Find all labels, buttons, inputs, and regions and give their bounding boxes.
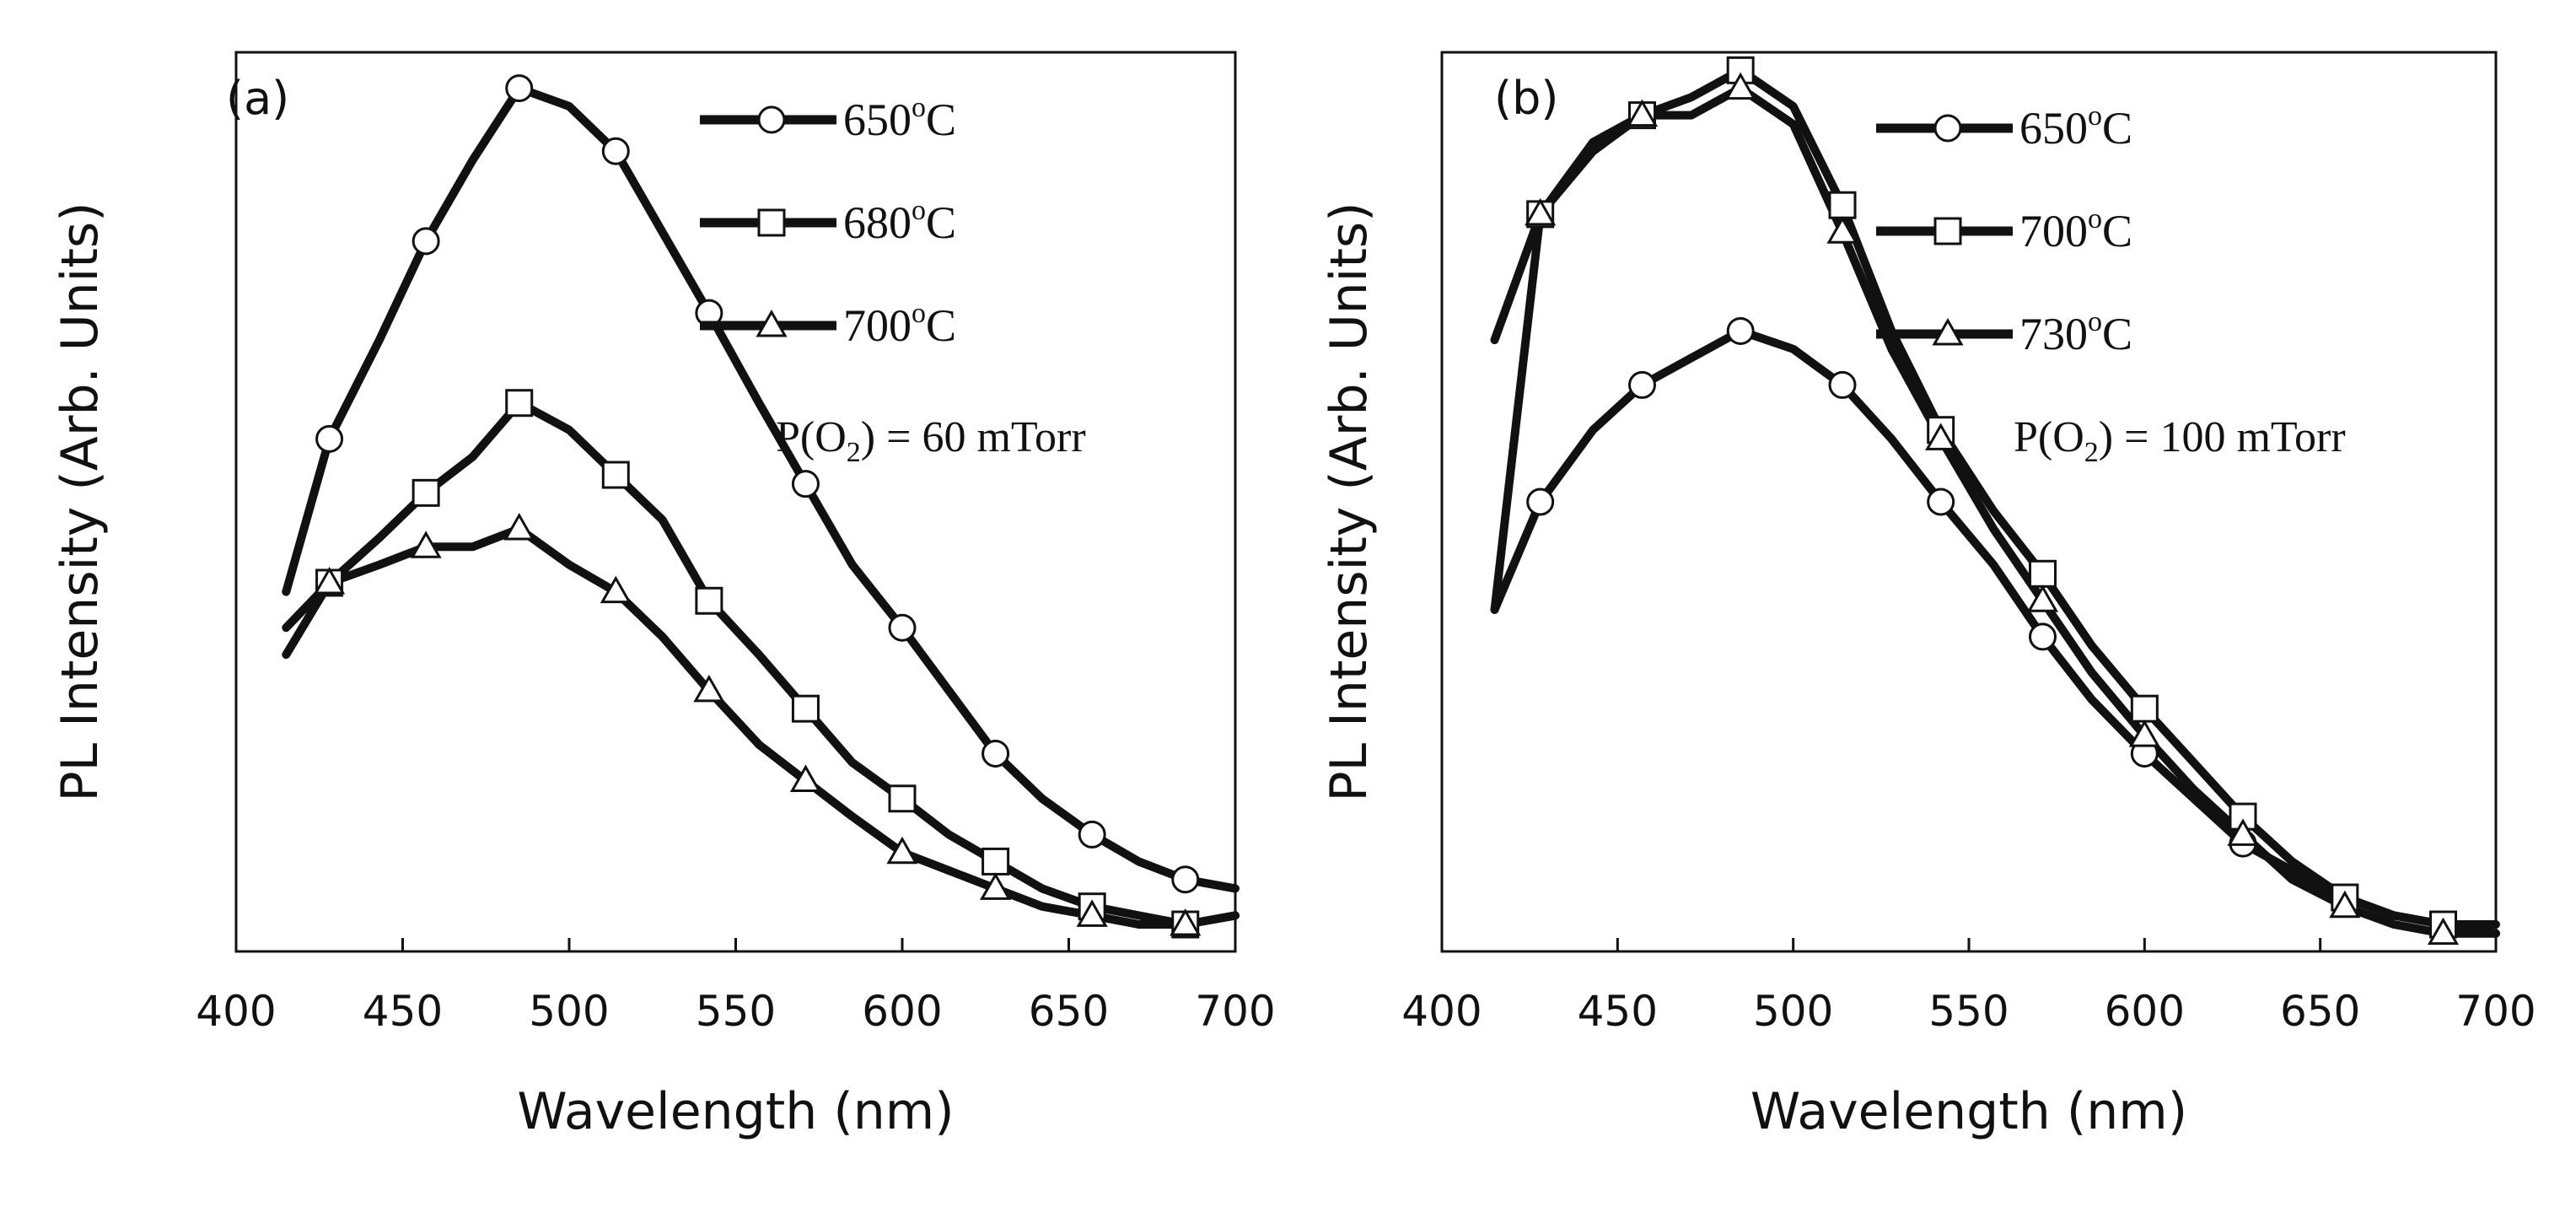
panel-1-label: (b) — [1494, 72, 1558, 125]
panel-1-y-axis-title: PL Intensity (Arb. Units) — [1320, 202, 1379, 801]
panel-1-series-0-marker-legend — [1933, 114, 1962, 143]
panel-0-series-2-marker-15 — [980, 872, 1012, 900]
panel-1-series-2-marker-19 — [2427, 917, 2460, 946]
panel-0-x-tick-label-2: 500 — [529, 987, 609, 1036]
panel-0-series-1-marker-7 — [601, 461, 630, 489]
panel-1-series-0-marker-11 — [2029, 622, 2057, 651]
panel-0-series-2-marker-19 — [1170, 908, 1202, 936]
panel-0-x-tick-label-6: 700 — [1195, 987, 1275, 1036]
panel-0-series-0-marker-17 — [1078, 820, 1106, 849]
panel-0-label: (a) — [226, 72, 289, 125]
panel-1-series-0-marker-9 — [1927, 488, 1955, 516]
panel-1-legend-label-0: 650oC — [2019, 100, 2132, 154]
panel-1-series-2-marker-legend — [1932, 317, 1964, 346]
panel-0-series-0-marker-11 — [791, 470, 820, 498]
panel-0-legend-label-0: 650oC — [843, 92, 956, 145]
panel-0-x-tick-label-1: 450 — [363, 987, 443, 1036]
panel-1-x-tick-label-5: 650 — [2280, 987, 2360, 1036]
panel-0-frame — [234, 51, 1237, 953]
panel-1-pressure-annotation: P(O2) = 100 mTorr — [2014, 413, 2346, 468]
panel-0-series-2-marker-17 — [1076, 899, 1108, 927]
panel-1-series-1-marker-11 — [2029, 559, 2057, 588]
panel-1-legend-label-1: 700oC — [2019, 203, 2132, 256]
panel-1-series-0-marker-3 — [1628, 370, 1656, 399]
panel-1-series-2-marker-7 — [1826, 216, 1858, 244]
panel-0-series-0-line — [282, 84, 1240, 893]
panel-0-series-2-line — [282, 525, 1240, 929]
panel-1-x-tick-label-4: 600 — [2105, 987, 2185, 1036]
panel-0-legend-label-1: 680oC — [843, 195, 956, 248]
panel-0-series-0-marker-13 — [888, 613, 917, 642]
panel-0-series-1-marker-11 — [791, 694, 820, 723]
panel-0-series-0-marker-19 — [1171, 865, 1200, 894]
panel-1-frame — [1440, 51, 2498, 953]
panel-1-series-2-marker-3 — [1626, 99, 1659, 127]
panel-1-x-tick-label-6: 700 — [2455, 987, 2536, 1036]
panel-1-legend-label-2: 730oC — [2019, 306, 2132, 359]
panel-1-series-2-marker-5 — [1724, 72, 1756, 100]
panel-1-series-2-marker-11 — [2026, 585, 2059, 612]
panel-0-x-tick-label-5: 650 — [1029, 987, 1109, 1036]
panel-0-y-axis-title: PL Intensity (Arb. Units) — [51, 202, 110, 801]
panel-1-series-1-marker-7 — [1828, 191, 1857, 219]
panel-0-series-1-marker-legend — [757, 208, 786, 237]
panel-0-series-1-marker-13 — [888, 784, 917, 813]
panel-0-series-0-marker-legend — [757, 105, 786, 134]
panel-0-series-1-marker-9 — [695, 586, 723, 615]
panel-1-series-1-line — [1490, 66, 2500, 929]
chart-panel-0: 400 450 500 550 600 650 700 Wavelength (nm) PL I… — [51, 51, 1276, 1141]
panel-1-series-0-marker-7 — [1828, 370, 1857, 399]
panel-0-series-0-marker-1 — [315, 424, 344, 453]
panel-1-series-1-marker-legend — [1933, 217, 1962, 245]
panel-0-series-2-marker-13 — [886, 836, 918, 865]
panel-0-series-2-marker-7 — [600, 575, 632, 604]
panel-1-x-axis-title: Wavelength (nm) — [1750, 1082, 2187, 1141]
panel-1-series-2-marker-1 — [1525, 197, 1557, 226]
panel-0-x-tick-label-4: 600 — [862, 987, 942, 1036]
panel-0-series-2-marker-9 — [693, 674, 725, 703]
panel-0-series-0-marker-5 — [505, 74, 534, 103]
panel-1-series-2-marker-17 — [2329, 890, 2361, 919]
panel-0-series-2-marker-11 — [789, 764, 822, 792]
panel-1-series-0-marker-1 — [1526, 488, 1555, 516]
panel-0-series-1-marker-3 — [411, 478, 440, 507]
panel-0-series-1-marker-5 — [505, 389, 534, 418]
panel-1-series-2-marker-15 — [2227, 818, 2259, 846]
panel-0-series-0-marker-3 — [411, 227, 440, 256]
panel-0-legend-label-2: 700oC — [843, 298, 956, 351]
panel-0-x-tick-label-0: 400 — [196, 987, 276, 1036]
panel-1-series-0-marker-5 — [1726, 316, 1755, 345]
panel-0-pressure-annotation: P(O2) = 60 mTorr — [776, 413, 1086, 468]
panel-0-series-2-marker-5 — [503, 512, 535, 541]
panel-0-x-axis-title: Wavelength (nm) — [517, 1082, 954, 1141]
panel-0-x-tick-label-3: 550 — [696, 987, 776, 1036]
panel-1-x-tick-label-0: 400 — [1401, 987, 1482, 1036]
panel-1-x-tick-label-3: 550 — [1928, 987, 2009, 1036]
panel-1-x-tick-label-1: 450 — [1578, 987, 1658, 1036]
chart-panel-1: 400 450 500 550 600 650 700 Wavelength (nm) PL I… — [1320, 51, 2536, 1141]
panel-1-series-2-line — [1490, 84, 2500, 938]
panel-1-series-2-marker-9 — [1925, 423, 1957, 450]
panel-0-series-2-marker-3 — [410, 531, 442, 558]
panel-0-series-2-marker-1 — [314, 566, 346, 595]
panel-0-series-2-marker-legend — [756, 309, 788, 337]
panel-1-series-1-marker-13 — [2130, 694, 2159, 723]
panel-0-series-1-marker-15 — [981, 847, 1010, 876]
panel-0-series-0-marker-7 — [601, 137, 630, 165]
panel-1-series-0-line — [1490, 326, 2500, 938]
panel-0-series-0-marker-15 — [981, 739, 1010, 768]
panel-1-series-2-marker-13 — [2128, 719, 2160, 747]
panel-1-x-tick-label-2: 500 — [1753, 987, 1833, 1036]
panel-0-series-1-line — [282, 398, 1240, 929]
